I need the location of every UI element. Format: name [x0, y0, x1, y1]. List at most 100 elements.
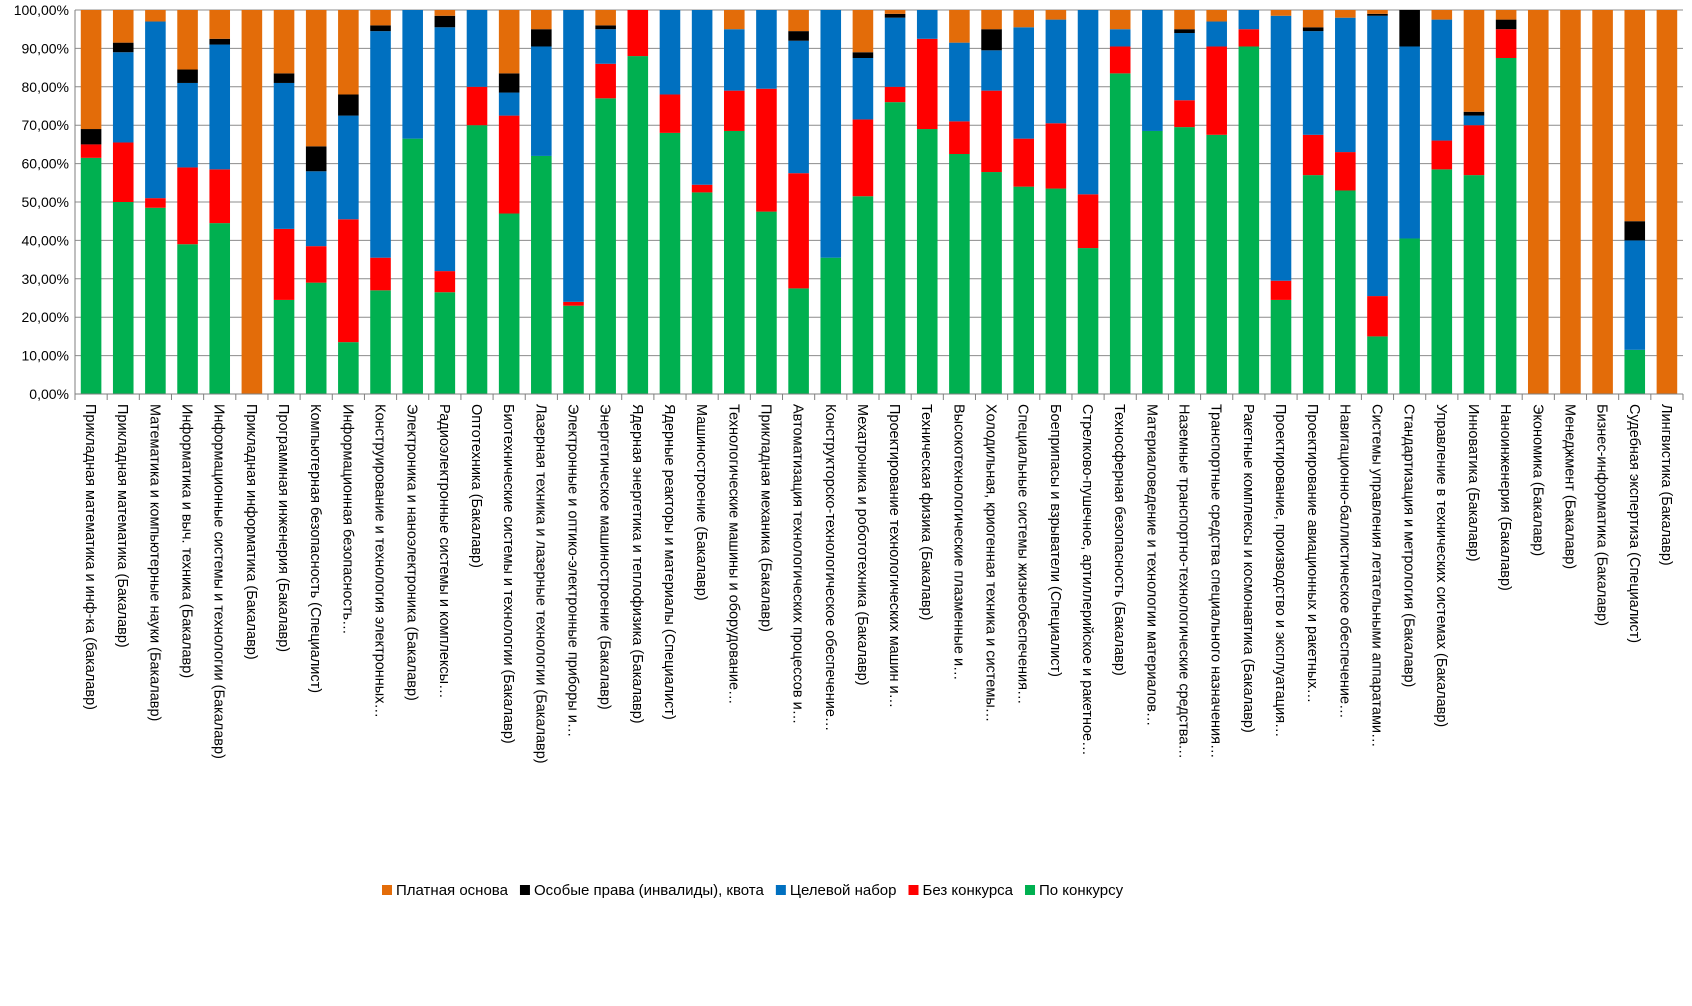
bar-segment: [1463, 175, 1485, 394]
bar-segment: [1142, 130, 1163, 394]
x-axis-category-labels: Прикладная математика и инф-ка (бакалавр…: [82, 404, 1674, 764]
bar-segment: [1431, 19, 1453, 141]
bar-segment: [305, 282, 327, 394]
bar-segment: [209, 10, 231, 39]
bar-segment: [112, 52, 134, 143]
legend-swatch: [1025, 885, 1036, 895]
bar-segment: [723, 29, 745, 91]
bar-segment: [563, 305, 584, 394]
bar-segment: [177, 167, 198, 245]
x-category-label: Лазерная техника и лазерные технологии (…: [532, 404, 548, 764]
legend-swatch: [908, 885, 919, 895]
y-tick-label: 100,00%: [14, 2, 69, 18]
bar-segment: [1495, 10, 1517, 20]
legend-label: Целевой набор: [790, 882, 897, 899]
bar-segment: [691, 184, 713, 193]
bar-segment: [273, 299, 295, 394]
legend-label: По конкурсу: [1039, 882, 1124, 899]
bar-segment: [1560, 10, 1581, 394]
x-category-label: Информатика и выч. техника (Бакалавр): [179, 404, 195, 678]
bar-segment: [1045, 123, 1067, 189]
bar-segment: [1174, 100, 1195, 128]
x-category-label: Электронные и оптико-электронные приборы…: [564, 404, 580, 737]
bar-segment: [1206, 21, 1227, 47]
y-tick-label: 90,00%: [22, 40, 69, 56]
bar-segment: [402, 10, 423, 139]
bar-segment: [884, 10, 906, 14]
x-category-label: Судебная экспертиза (Специалист): [1626, 404, 1642, 643]
bar-segment: [1270, 10, 1292, 16]
bar-segment: [1013, 186, 1035, 394]
bar-segment: [177, 82, 198, 168]
bar-segment: [1431, 10, 1453, 20]
bar-segment: [80, 129, 102, 145]
bar-segment: [1367, 296, 1388, 337]
bar-segment: [305, 146, 327, 172]
bar-segment: [1013, 10, 1035, 28]
bar-segment: [1174, 127, 1195, 395]
bar-segment: [1174, 10, 1195, 30]
bar-segment: [145, 207, 166, 394]
bar-segment: [145, 10, 166, 22]
bar-segment: [370, 31, 391, 258]
x-category-label: Ракетные комплексы и космонавтика (Бакал…: [1240, 404, 1256, 733]
bar-segment: [1270, 299, 1292, 394]
x-category-label: Прикладная механика (Бакалавр): [757, 404, 773, 632]
bar-segment: [1335, 17, 1356, 153]
bar-segment: [273, 228, 295, 300]
bar-segment: [949, 42, 970, 122]
bar-segment: [434, 27, 456, 272]
bar-segment: [1045, 10, 1067, 20]
bar-segment: [1624, 240, 1646, 350]
x-category-label: Экономика (Бакалавр): [1529, 404, 1545, 556]
bar-segment: [659, 10, 681, 95]
bar-segment: [1592, 10, 1613, 394]
bar-segment: [370, 10, 391, 26]
x-category-label: Автоматизация технологических процессов …: [790, 404, 806, 724]
x-category-label: Оптотехника (Бакалавр): [468, 404, 484, 568]
bar-segment: [498, 115, 520, 214]
bar-segment: [402, 138, 423, 394]
x-category-label: Электроника и наноэлектроника (Бакалавр): [404, 404, 420, 701]
bar-segment: [1174, 29, 1195, 34]
bar-segment: [1238, 10, 1260, 30]
bar-segment: [1077, 10, 1099, 195]
bar-segment: [852, 10, 874, 53]
bar-segment: [981, 172, 1002, 394]
bar-segment: [1270, 280, 1292, 300]
bar-segment: [434, 10, 456, 16]
bar-segment: [1045, 19, 1067, 124]
bar-segment: [1302, 31, 1324, 135]
bar-segment: [1495, 19, 1517, 30]
y-tick-label: 50,00%: [22, 194, 69, 210]
bar-segment: [595, 25, 616, 30]
bar-segment: [723, 90, 745, 131]
bar-segment: [1302, 175, 1324, 394]
bar-segment: [1109, 29, 1131, 47]
bar-segment: [820, 10, 842, 258]
x-category-label: Информационные системы и технологии (Бак…: [211, 404, 227, 759]
bar-segment: [981, 10, 1002, 30]
bar-segment: [949, 121, 970, 154]
bar-segment: [1109, 46, 1131, 74]
x-category-label: Компьютерная безопасность (Специалист): [307, 404, 323, 693]
bar-segment: [498, 213, 520, 394]
bar-segment: [1302, 134, 1324, 176]
bar-segment: [691, 192, 713, 394]
bar-segment: [466, 125, 488, 394]
x-category-label: Менеджмент (Бакалавр): [1561, 404, 1577, 569]
bar-segment: [531, 10, 552, 30]
x-category-label: Материаловедение и технологии материалов…: [1143, 404, 1159, 726]
bar-segment: [1238, 46, 1260, 394]
bar-segment: [852, 58, 874, 120]
bar-segment: [80, 144, 102, 158]
bar-segment: [691, 10, 713, 185]
bar-segment: [498, 10, 520, 74]
y-tick-label: 70,00%: [22, 117, 69, 133]
bar-segment: [788, 173, 809, 289]
legend: Платная основа Особые права (инвалиды), к…: [382, 882, 1124, 899]
bar-segment: [273, 82, 295, 229]
bar-segment: [1463, 115, 1485, 126]
bar-segment: [1624, 221, 1646, 241]
x-category-label: Техносферная безопасность (Бакалавр): [1111, 404, 1127, 676]
